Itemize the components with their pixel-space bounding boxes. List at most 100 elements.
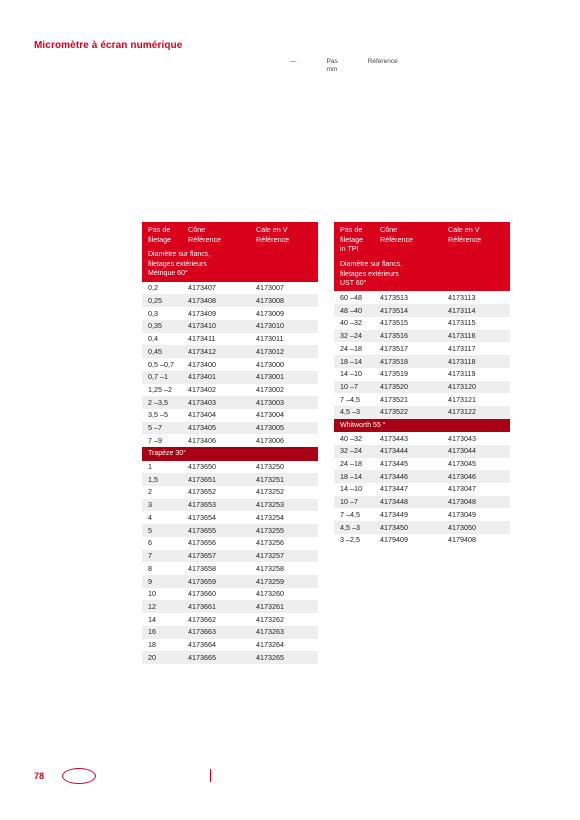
th-pitch-r: Pas de filetage in TPI — [334, 222, 374, 257]
cell: 1,25 –2 — [142, 384, 182, 397]
cell: 4173659 — [182, 575, 250, 588]
cell: 4173449 — [374, 508, 442, 521]
table-row: 40 –3241734434173043 — [334, 432, 510, 445]
cell: 4173047 — [442, 483, 510, 496]
cell: 0,45 — [142, 345, 182, 358]
cell: 4173001 — [250, 371, 318, 384]
cell: 4173651 — [182, 473, 250, 486]
table-row: 0,4541734124173012 — [142, 345, 318, 358]
page-number: 78 — [34, 771, 44, 781]
cell: 4173122 — [442, 406, 510, 419]
cell: 14 — [142, 613, 182, 626]
tables-wrap: Pas de filetage Cône Référence Cale en V… — [142, 222, 510, 664]
cell: 20 — [142, 651, 182, 664]
cell: 4173012 — [250, 345, 318, 358]
table-row: 1,25 –241734024173002 — [142, 384, 318, 397]
cell: 4173044 — [442, 445, 510, 458]
cell: 4173045 — [442, 458, 510, 471]
table-row: 0,341734094173009 — [142, 307, 318, 320]
footer-bar-icon — [210, 769, 211, 782]
cell: 4173404 — [182, 409, 250, 422]
cell: 4173661 — [182, 600, 250, 613]
table-row: 541736554173255 — [142, 524, 318, 537]
table-row: 7 –4,541735214173121 — [334, 393, 510, 406]
cell: 4173259 — [250, 575, 318, 588]
cell: 10 — [142, 588, 182, 601]
cell: 4173252 — [250, 486, 318, 499]
table-row: 141736504173250 — [142, 461, 318, 474]
table-row: 3,5 –541734044173004 — [142, 409, 318, 422]
table-row: 0,441734114173011 — [142, 333, 318, 346]
table-row: 3 –2,541794094179408 — [334, 534, 510, 547]
cell: 4173650 — [182, 461, 250, 474]
cell: 4173513 — [374, 291, 442, 304]
table-row: 24 –1841734454173045 — [334, 458, 510, 471]
table-row: 0,7 –141734014173001 — [142, 371, 318, 384]
cell: 2 –3,5 — [142, 396, 182, 409]
cell: 4173000 — [250, 358, 318, 371]
cell: 48 –40 — [334, 304, 374, 317]
section-metric: Diamètre sur flancs, filetages extérieur… — [142, 247, 318, 281]
cell: 4,5 –3 — [334, 521, 374, 534]
cell: 4173002 — [250, 384, 318, 397]
cell: 4173048 — [442, 496, 510, 509]
cell: 0,5 –0,7 — [142, 358, 182, 371]
cell: 4173407 — [182, 282, 250, 295]
cell: 7 –4,5 — [334, 508, 374, 521]
cell: 4173050 — [442, 521, 510, 534]
cell: 4173010 — [250, 320, 318, 333]
cell: 7 — [142, 550, 182, 563]
table-row: 18 –1441734464173046 — [334, 470, 510, 483]
cell: 4173262 — [250, 613, 318, 626]
table-right: Pas de filetage in TPI Cône Référence Ca… — [334, 222, 510, 547]
cell: 4173402 — [182, 384, 250, 397]
cell: 4173119 — [442, 368, 510, 381]
cell: 14 –10 — [334, 483, 374, 496]
cell: 10 –7 — [334, 496, 374, 509]
tbody-left-2: 1417365041732501,54173651417325124173652… — [142, 461, 318, 665]
table-row: 741736574173257 — [142, 550, 318, 563]
cell: 18 –14 — [334, 470, 374, 483]
cell: 4173006 — [250, 434, 318, 447]
cell: 4173662 — [182, 613, 250, 626]
cell: 60 –48 — [334, 291, 374, 304]
table-row: 841736584173258 — [142, 562, 318, 575]
table-row: 1041736604173260 — [142, 588, 318, 601]
table-row: 18 –1441735184173118 — [334, 355, 510, 368]
th-cone: Cône Référence — [182, 222, 250, 247]
cell: 4173515 — [374, 317, 442, 330]
cell: 4173113 — [442, 291, 510, 304]
cell: 4173665 — [182, 651, 250, 664]
cell: 4173254 — [250, 511, 318, 524]
cell: 4173518 — [374, 355, 442, 368]
tbody-right-1: 60 –484173513417311348 –4041735144173114… — [334, 291, 510, 418]
cell: 4173658 — [182, 562, 250, 575]
cell: 4173258 — [250, 562, 318, 575]
cell: 4173046 — [442, 470, 510, 483]
table-row: 60 –4841735134173113 — [334, 291, 510, 304]
cell: 0,2 — [142, 282, 182, 295]
cell: 32 –24 — [334, 445, 374, 458]
cell: 4173450 — [374, 521, 442, 534]
table-row: 241736524173252 — [142, 486, 318, 499]
cell: 4173403 — [182, 396, 250, 409]
table-row: 24 –1841735174173117 — [334, 342, 510, 355]
cell: 4173410 — [182, 320, 250, 333]
cell: 4173652 — [182, 486, 250, 499]
cell: 4173448 — [374, 496, 442, 509]
cell: 4173406 — [182, 434, 250, 447]
table-row: 0,241734074173007 — [142, 282, 318, 295]
cell: 4173256 — [250, 537, 318, 550]
cell: 4173253 — [250, 499, 318, 512]
section-trapeze: Trapèze 30° — [142, 447, 318, 460]
tr-c2a: Pas — [327, 58, 338, 66]
table-row: 2041736654173265 — [142, 651, 318, 664]
cell: 4179409 — [374, 534, 442, 547]
cell: 0,4 — [142, 333, 182, 346]
cell: 4173007 — [250, 282, 318, 295]
section-ust: Diamètre sur flancs, filetages extérieur… — [334, 257, 510, 291]
cell: 4173117 — [442, 342, 510, 355]
cell: 4173516 — [374, 330, 442, 343]
cell: 4173265 — [250, 651, 318, 664]
cell: 4 — [142, 511, 182, 524]
